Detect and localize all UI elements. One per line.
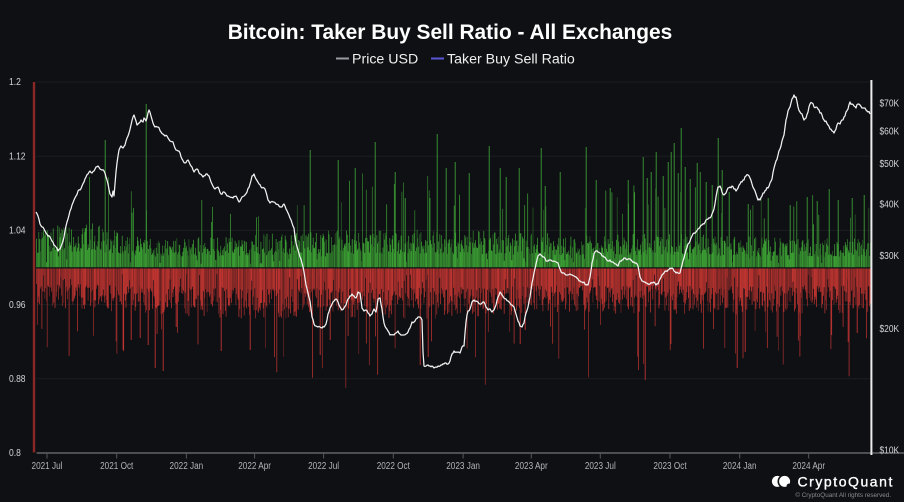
svg-text:$30K: $30K bbox=[880, 250, 900, 262]
svg-text:2022 Apr: 2022 Apr bbox=[238, 459, 271, 471]
svg-text:CryptoQuant: CryptoQuant bbox=[798, 474, 894, 490]
svg-text:2024 Jan: 2024 Jan bbox=[723, 459, 757, 471]
svg-text:Taker Buy Sell Ratio: Taker Buy Sell Ratio bbox=[447, 52, 575, 68]
svg-text:$40K: $40K bbox=[880, 198, 900, 210]
svg-text:2023 Jan: 2023 Jan bbox=[446, 459, 480, 471]
svg-text:Price USD: Price USD bbox=[352, 52, 418, 68]
svg-text:0.96: 0.96 bbox=[9, 299, 26, 310]
svg-text:2023 Apr: 2023 Apr bbox=[515, 459, 548, 471]
svg-text:$50K: $50K bbox=[880, 158, 900, 170]
svg-text:0.8: 0.8 bbox=[9, 448, 21, 459]
svg-text:2022 Jul: 2022 Jul bbox=[308, 459, 339, 471]
svg-text:Bitcoin: Taker Buy Sell Ratio: Bitcoin: Taker Buy Sell Ratio - All Exch… bbox=[228, 21, 673, 44]
svg-text:$70K: $70K bbox=[880, 98, 900, 110]
svg-text:$20K: $20K bbox=[880, 323, 900, 335]
svg-text:2024 Apr: 2024 Apr bbox=[792, 459, 825, 471]
svg-text:1.12: 1.12 bbox=[9, 151, 26, 162]
svg-text:2022 Oct: 2022 Oct bbox=[377, 459, 411, 471]
svg-text:$10K: $10K bbox=[880, 444, 900, 456]
svg-text:2023 Oct: 2023 Oct bbox=[653, 459, 687, 471]
svg-text:© CryptoQuant All rights reser: © CryptoQuant All rights reserved. bbox=[795, 491, 891, 499]
svg-text:2021 Oct: 2021 Oct bbox=[100, 459, 134, 471]
svg-text:2022 Jan: 2022 Jan bbox=[170, 459, 204, 471]
svg-text:2021 Jul: 2021 Jul bbox=[32, 459, 63, 471]
svg-text:1.04: 1.04 bbox=[9, 225, 26, 236]
svg-text:$60K: $60K bbox=[880, 126, 900, 138]
svg-text:1.2: 1.2 bbox=[9, 77, 21, 88]
svg-text:0.88: 0.88 bbox=[9, 373, 26, 384]
svg-text:2023 Jul: 2023 Jul bbox=[585, 459, 616, 471]
